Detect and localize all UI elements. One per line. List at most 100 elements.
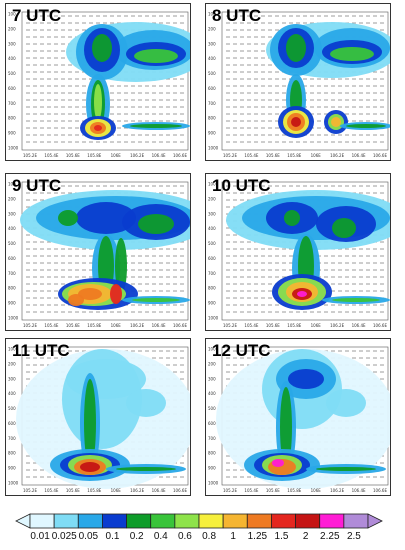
colorbar: 0.01 0.025 0.05 0.1 0.2 0.4 0.6 0.8 1 1.25 1.5 2 2.2… (15, 513, 383, 542)
contour-fill (130, 124, 182, 128)
x-tick-label: 105.8E (287, 323, 301, 328)
contour-fill (94, 125, 102, 131)
panel-title: 12 UTC (212, 341, 271, 360)
x-tick-label: 105.8E (87, 153, 101, 158)
shading (66, 22, 190, 140)
x-tick-label: 105.4E (44, 153, 58, 158)
panel-plot: 100 200 300 400 500 600 700 800 900 1000 105.2E 105… (8, 12, 190, 158)
y-tick-label: 300 (208, 376, 216, 381)
y-tick-label: 400 (8, 391, 16, 396)
x-tick-label: 106.2E (130, 323, 144, 328)
y-tick-label: 500 (208, 406, 216, 411)
x-tick-label: 106E (111, 323, 122, 328)
y-tick-label: 1000 (208, 481, 219, 486)
colorbar-cap-high (367, 513, 383, 529)
contour-fill (330, 47, 374, 61)
colorbar-segment (319, 513, 345, 529)
y-tick-label: 1000 (208, 146, 219, 151)
colorbar-segment (343, 513, 369, 529)
y-tick-label: 700 (8, 436, 16, 441)
y-tick-label: 900 (208, 131, 216, 136)
x-tick-label: 106.2E (330, 488, 344, 493)
y-tick-label: 200 (8, 196, 16, 201)
x-tick-label: 106.4E (352, 323, 366, 328)
x-tick-label: 105.4E (44, 488, 58, 493)
y-tick-label: 200 (8, 361, 16, 366)
panel-plot: 100 200 300 400 500 600 700 800 900 1000 105.2E 105… (208, 347, 390, 493)
colorbar-level-label: 0.1 (106, 531, 120, 542)
x-tick-label: 105.6E (66, 323, 80, 328)
y-tick-label: 800 (208, 286, 216, 291)
x-tick-label: 106.4E (352, 153, 366, 158)
y-tick-label: 900 (8, 131, 16, 136)
contour-fill (116, 467, 176, 471)
colorbar-segment (174, 513, 200, 529)
contour-fill (291, 117, 301, 127)
contour-fill (132, 298, 180, 302)
y-tick-label: 400 (208, 56, 216, 61)
y-tick-label: 700 (208, 436, 216, 441)
y-tick-label: 400 (208, 226, 216, 231)
contour-fill (78, 288, 102, 300)
panel-plot: 100 200 300 400 500 600 700 800 900 1000 105.2E 105… (208, 182, 390, 328)
contour-fill (80, 462, 100, 472)
colorbar-level-label: 0.2 (130, 531, 144, 542)
x-tick-label: 105.2E (23, 323, 37, 328)
x-tick-label: 105.2E (23, 153, 37, 158)
x-tick-label: 106.6E (373, 488, 387, 493)
contour-fill (134, 49, 178, 63)
shading (266, 22, 390, 138)
x-tick-label: 106E (311, 153, 322, 158)
x-tick-label: 106.4E (352, 488, 366, 493)
contour-fill (58, 210, 78, 226)
x-tick-label: 106.2E (130, 153, 144, 158)
colorbar-segment (102, 513, 127, 529)
y-tick-label: 600 (8, 421, 16, 426)
y-tick-label: 700 (208, 271, 216, 276)
y-tick-label: 400 (8, 56, 16, 61)
x-tick-label: 106.4E (152, 153, 166, 158)
colorbar-segment (198, 513, 224, 529)
contour-fill (272, 459, 284, 467)
panel-title: 8 UTC (212, 6, 262, 25)
colorbar-segment (77, 513, 103, 529)
y-tick-label: 400 (8, 226, 16, 231)
x-tick-label: 106.6E (373, 153, 387, 158)
x-tick-label: 106.4E (152, 488, 166, 493)
x-tick-label: 106.4E (152, 323, 166, 328)
y-tick-label: 900 (208, 466, 216, 471)
x-tick-label: 105.2E (23, 488, 37, 493)
colorbar-level-label: 1.5 (275, 531, 289, 542)
contour-fill (331, 117, 341, 127)
shading (226, 190, 390, 310)
y-tick-label: 800 (8, 286, 16, 291)
x-tick-label: 105.4E (244, 153, 258, 158)
y-tick-label: 300 (208, 41, 216, 46)
contour-fill (92, 34, 112, 62)
x-tick-label: 105.6E (266, 488, 280, 493)
colorbar-level-label: 0.4 (154, 531, 168, 542)
contour-fill (332, 298, 380, 302)
y-tick-label: 100 (208, 182, 216, 187)
y-tick-label: 400 (208, 391, 216, 396)
y-tick-label: 200 (8, 26, 16, 31)
x-tick-label: 105.8E (287, 488, 301, 493)
panel-7utc: 7 UTC 100 200 300 400 500 600 700 800 900 1000 105… (5, 3, 191, 161)
y-tick-label: 200 (208, 26, 216, 31)
colorbar-level-label: 1.25 (248, 531, 268, 542)
x-tick-label: 106.2E (330, 323, 344, 328)
y-tick-label: 700 (8, 101, 16, 106)
x-tick-label: 105.8E (87, 488, 101, 493)
x-tick-label: 105.6E (266, 323, 280, 328)
x-tick-label: 106.6E (173, 488, 187, 493)
y-tick-label: 900 (8, 301, 16, 306)
contour-fill (332, 218, 356, 238)
x-tick-label: 105.4E (244, 323, 258, 328)
colorbar-segment (246, 513, 272, 529)
y-tick-label: 300 (8, 376, 16, 381)
contour-fill (346, 124, 386, 128)
shading (16, 349, 190, 489)
x-tick-label: 106E (311, 323, 322, 328)
y-tick-label: 800 (8, 451, 16, 456)
contour-fill (126, 389, 166, 417)
